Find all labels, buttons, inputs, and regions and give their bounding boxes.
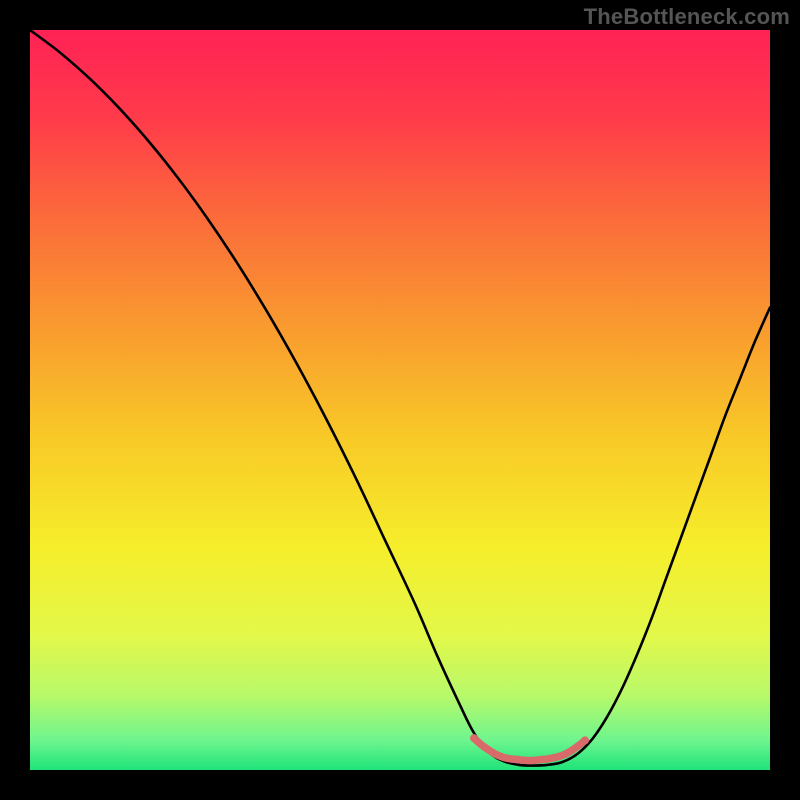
optimal-range-end-dot — [581, 736, 589, 744]
chart-container: TheBottleneck.com — [0, 0, 800, 800]
plot-background — [30, 30, 770, 770]
watermark-text: TheBottleneck.com — [584, 4, 790, 30]
optimal-range-start-dot — [470, 734, 478, 742]
bottleneck-chart — [0, 0, 800, 800]
